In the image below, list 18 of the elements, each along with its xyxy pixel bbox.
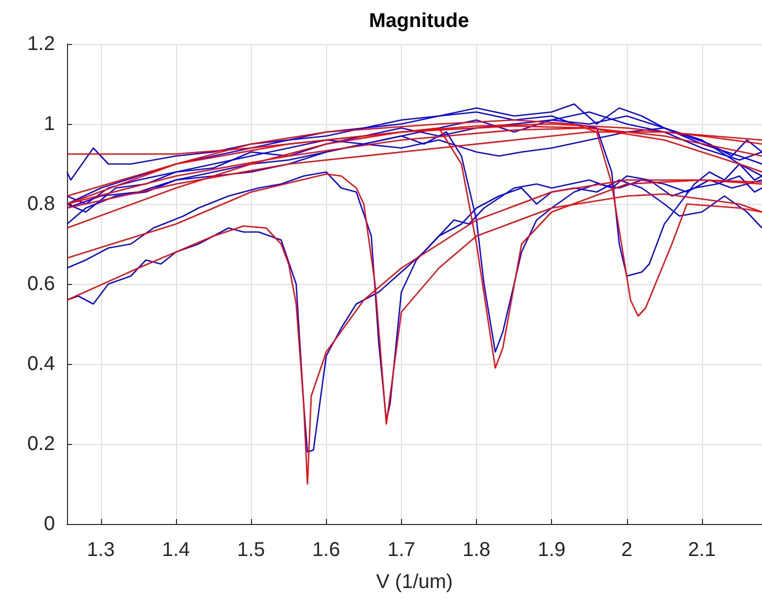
x-tick-label: 1.6 — [312, 539, 340, 561]
x-tick-label: 1.4 — [162, 539, 190, 561]
y-tick-label: 1 — [44, 113, 55, 135]
x-tick-label: 1.9 — [538, 539, 566, 561]
x-tick-label: 2 — [621, 539, 632, 561]
y-tick-label: 0.2 — [27, 433, 55, 455]
x-tick-label: 1.8 — [462, 539, 490, 561]
x-tick-label: 2.1 — [688, 539, 716, 561]
y-tick-label: 0 — [44, 513, 55, 535]
y-tick-label: 0.6 — [27, 273, 55, 295]
y-tick-label: 0.8 — [27, 193, 55, 215]
y-tick-label: 0.4 — [27, 353, 55, 375]
x-tick-label: 1.3 — [86, 539, 115, 561]
y-tick-label: 1.2 — [27, 33, 55, 55]
chart-title: Magnitude — [369, 10, 469, 32]
x-axis-title: V (1/um) — [376, 571, 453, 593]
x-tick-label: 1.7 — [387, 539, 416, 561]
x-tick-label: 1.5 — [237, 539, 265, 561]
